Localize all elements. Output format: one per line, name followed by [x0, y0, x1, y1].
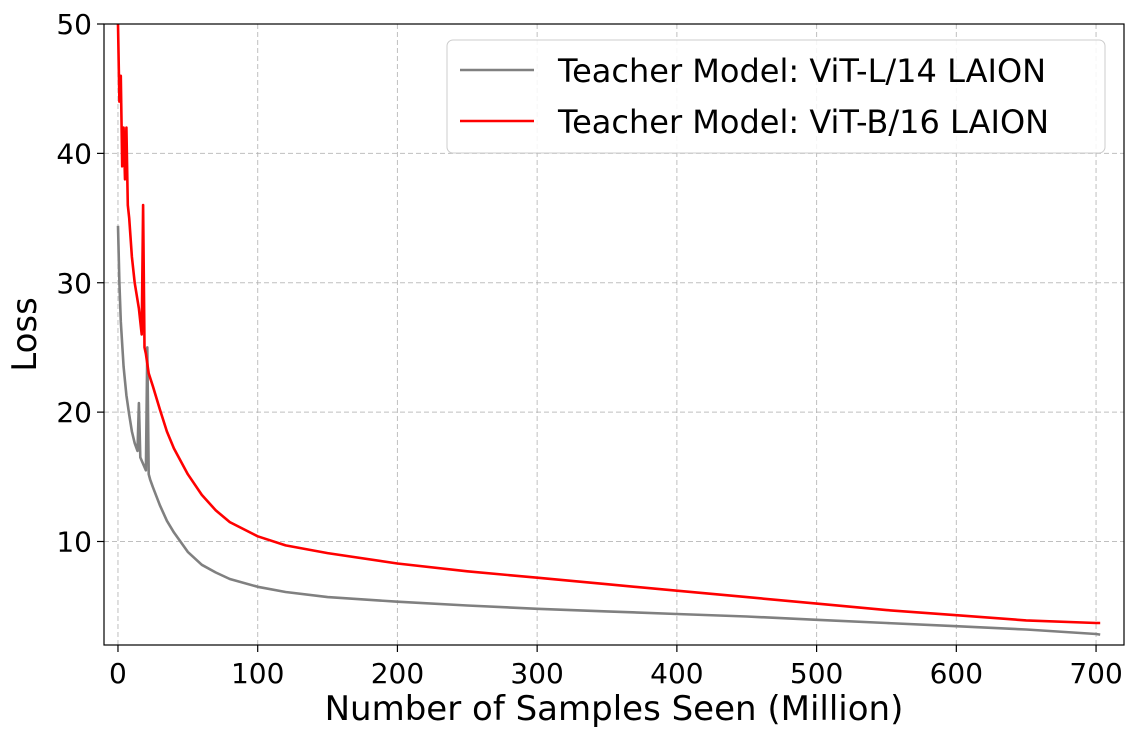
- y-tick-label: 30: [56, 267, 92, 300]
- series-line-vit-l14: [116, 225, 1101, 636]
- x-axis-title: Number of Samples Seen (Million): [325, 689, 904, 729]
- legend-label-vit-l14: Teacher Model: ViT-L/14 LAION: [557, 52, 1046, 90]
- y-tick-label: 20: [56, 396, 92, 429]
- x-tick-label: 200: [371, 657, 424, 690]
- x-tick-label: 300: [510, 657, 563, 690]
- legend-label-vit-b16: Teacher Model: ViT-B/16 LAION: [557, 103, 1049, 141]
- y-axis-title: Loss: [5, 297, 45, 372]
- x-tick-label: 400: [650, 657, 703, 690]
- legend-box: [446, 39, 1106, 154]
- x-tick-label: 500: [790, 657, 843, 690]
- series-line-vit-b16: [116, 24, 1101, 625]
- y-tick-label: 10: [56, 526, 92, 559]
- x-tick-label: 700: [1069, 657, 1122, 690]
- series-lines: [116, 24, 1101, 636]
- x-tick-label: 600: [930, 657, 983, 690]
- legend: Teacher Model: ViT-L/14 LAION Teacher Mo…: [446, 39, 1106, 154]
- axis-ticks: 0 100 200 300 400 500 600 700 10 20 30 40 50: [56, 8, 1122, 690]
- x-tick-label: 100: [231, 657, 284, 690]
- x-tick-label: 0: [109, 657, 127, 690]
- y-tick-label: 50: [56, 8, 92, 41]
- plot-frame: [103, 23, 1125, 646]
- y-tick-label: 40: [56, 137, 92, 170]
